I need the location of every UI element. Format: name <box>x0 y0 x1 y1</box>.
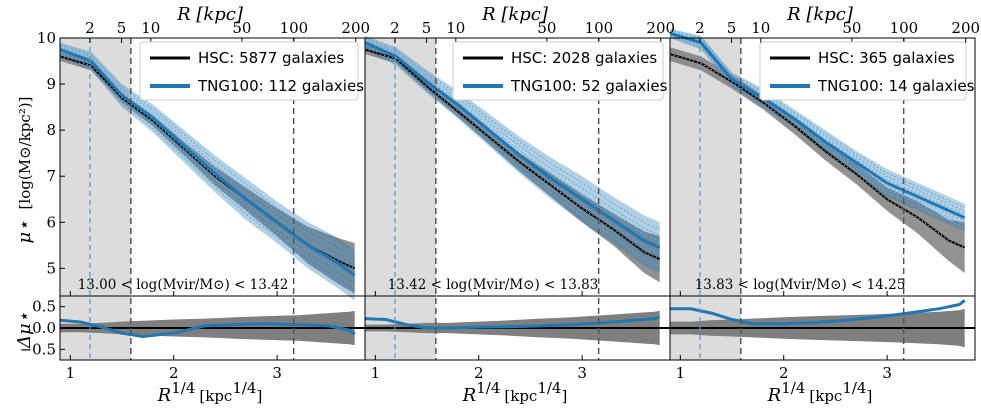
lower-axes-frame-panel-3 <box>669 295 976 361</box>
hsc-band-panel-1 <box>60 51 355 294</box>
x-tick-label-panel-2: 1 <box>371 364 381 382</box>
x-tick-label-panel-1: 2 <box>169 364 179 382</box>
legend-tng-label: TNG100: 52 galaxies <box>510 77 668 95</box>
y-tick-label-lower: −0.5 <box>20 340 56 358</box>
profile-lines-layer <box>59 31 975 339</box>
x-tick-label-panel-1: 3 <box>272 364 282 382</box>
top-tick-label-panel-1: 10 <box>141 19 160 37</box>
tng-individual-profile-panel-1-1 <box>59 54 355 294</box>
hsc-median-dots-panel-3 <box>669 53 965 248</box>
top-tick-label-panel-3: 2 <box>695 19 705 37</box>
y-tick-label-upper: 8 <box>46 121 56 139</box>
legend-panel-3: HSC: 365 galaxies TNG100: 14 galaxies <box>759 41 975 101</box>
tng-residual-line-panel-1 <box>59 318 356 339</box>
legend-panel-1: HSC: 5877 galaxies TNG100: 112 galaxies <box>139 41 364 101</box>
tng-individual-profile-panel-1-4 <box>59 47 355 270</box>
tng-band-panel-3 <box>670 28 965 232</box>
x-tick-label-panel-2: 3 <box>577 364 587 382</box>
tng-individual-profile-panel-2-6 <box>364 37 660 230</box>
x-tick-label-panel-3: 3 <box>882 364 892 382</box>
top-tick-label-panel-2: 200 <box>646 19 675 37</box>
top-axis-label-panel-1: R [kpc] <box>176 4 244 25</box>
x-tick-label-panel-2: 2 <box>474 364 484 382</box>
y-tick-label-lower: 0.0 <box>32 319 56 337</box>
tng-median-line-panel-3 <box>669 31 966 220</box>
tng-median-line-panel-1 <box>59 48 356 277</box>
inner-region-shade-panel-3 <box>670 38 741 360</box>
tng-individual-profile-panel-1-6 <box>59 44 355 258</box>
tng-residual-line-panel-2 <box>364 315 661 330</box>
legend-hsc-label: HSC: 2028 galaxies <box>511 49 657 67</box>
top-tick-label-panel-2: 50 <box>537 19 556 37</box>
y-tick-label-upper: 6 <box>46 213 56 231</box>
tng-individual-profile-panel-2-1 <box>364 47 660 267</box>
top-axis-label-panel-2: R [kpc] <box>481 4 549 25</box>
y-tick-label-upper: 7 <box>46 167 56 185</box>
y-tick-label-upper: 9 <box>46 75 56 93</box>
top-tick-label-panel-3: 10 <box>751 19 770 37</box>
y-axis-label-lower: Δμ⋆ <box>14 312 35 349</box>
legend-tng-label: TNG100: 14 galaxies <box>817 77 975 95</box>
ticks-layer: 1 2 3 2 5 10 50 100 200 1 2 3 2 5 10 50 100 200 1 2 3 2 5 10 50 1… <box>20 19 981 382</box>
x-axis-label-panel-1: R1/4 [kpc1/4] <box>157 379 263 406</box>
top-tick-label-panel-3: 200 <box>951 19 980 37</box>
svg-text:R1/4[kpc1/4]: R1/4 [kpc1/4] <box>157 379 263 406</box>
y-tick-label-upper: 5 <box>46 259 56 277</box>
top-tick-label-panel-2: 2 <box>390 19 400 37</box>
top-axis-label-panel-3: R [kpc] <box>786 4 854 25</box>
mass-range-annotation-panel-3: 13.83 < log(Mvir/M⊙) < 14.25 <box>695 277 906 293</box>
top-tick-label-panel-1: 200 <box>341 19 370 37</box>
svg-text:R1/4[kpc1/4]: R1/4 [kpc1/4] <box>462 379 568 406</box>
tng-individual-profile-panel-1-5 <box>59 45 355 264</box>
top-tick-label-panel-2: 5 <box>422 19 432 37</box>
tng-median-line-panel-2 <box>364 41 661 249</box>
top-tick-label-panel-1: 2 <box>85 19 95 37</box>
tng-individual-profile-panel-3-2 <box>669 35 965 225</box>
hsc-band-panel-2 <box>365 44 660 283</box>
x-axis-label-panel-3: R1/4 [kpc1/4] <box>767 379 873 406</box>
x-tick-label-panel-3: 1 <box>676 364 686 382</box>
y-tick-label-upper: 10 <box>37 29 56 47</box>
tng-individual-profile-panel-2-5 <box>364 38 660 236</box>
tng-individual-profile-panel-2-4 <box>364 40 660 242</box>
x-tick-label-panel-3: 2 <box>779 364 789 382</box>
legend-panel-2: HSC: 2028 galaxies TNG100: 52 galaxies <box>452 41 668 101</box>
top-tick-label-panel-2: 10 <box>446 19 465 37</box>
hsc-median-dots-panel-2 <box>364 49 660 260</box>
tng-individual-profile-panel-3-5 <box>669 30 965 212</box>
legend-hsc-label: HSC: 5877 galaxies <box>198 49 344 67</box>
tng-individual-profile-panel-3-6 <box>669 29 965 209</box>
top-tick-label-panel-2: 100 <box>585 19 614 37</box>
legend-hsc-label: HSC: 365 galaxies <box>818 49 955 67</box>
mass-range-annotation-panel-1: 13.00 < log(Mvir/M⊙) < 13.42 <box>78 277 289 293</box>
top-tick-label-panel-3: 5 <box>727 19 737 37</box>
x-tick-label-panel-1: 1 <box>66 364 76 382</box>
top-tick-label-panel-1: 50 <box>232 19 251 37</box>
x-axis-label-panel-2: R1/4 [kpc1/4] <box>462 379 568 406</box>
y-axis-label-upper: μ⋆ [log(M⊙/kpc²)] <box>14 97 35 244</box>
legend-tng-label: TNG100: 112 galaxies <box>197 77 364 95</box>
top-tick-label-panel-1: 5 <box>117 19 127 37</box>
tng-individual-profile-panel-1-2 <box>59 52 355 288</box>
mass-range-annotation-panel-2: 13.42 < log(Mvir/M⊙) < 13.83 <box>388 277 599 293</box>
tng-individual-profile-panel-3-1 <box>669 36 965 229</box>
top-tick-label-panel-3: 100 <box>890 19 919 37</box>
top-tick-label-panel-3: 50 <box>842 19 861 37</box>
svg-text:R1/4[kpc1/4]: R1/4 [kpc1/4] <box>767 379 873 406</box>
inner-region-shade-panel-2 <box>365 38 436 360</box>
top-tick-label-panel-1: 100 <box>280 19 309 37</box>
tng-residual-line-panel-3 <box>670 299 966 326</box>
y-tick-label-lower: 0.5 <box>32 298 56 316</box>
